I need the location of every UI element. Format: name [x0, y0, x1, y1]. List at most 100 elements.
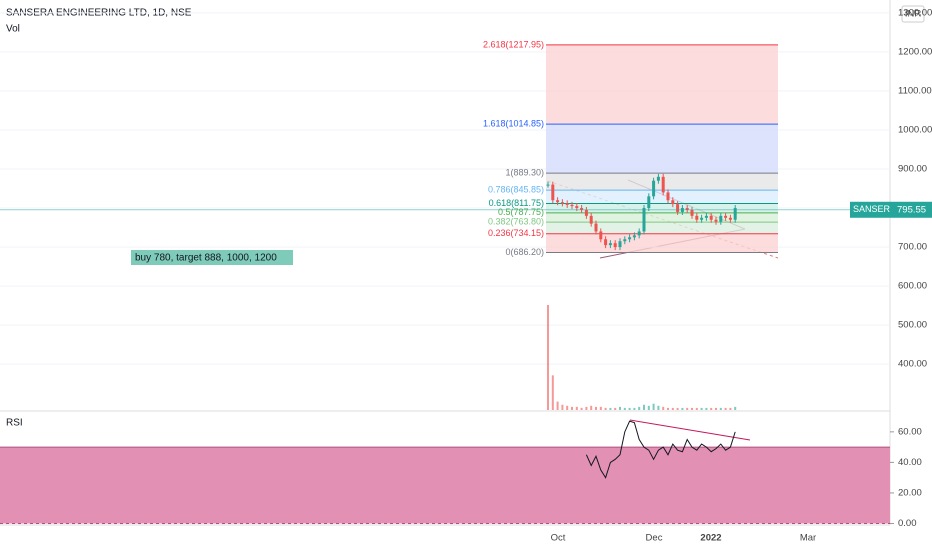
volume-bar	[657, 405, 660, 410]
volume-bar	[667, 407, 669, 410]
candle-body	[599, 231, 603, 240]
rsi-tick-label: 0.00	[898, 518, 917, 529]
volume-bar	[575, 406, 578, 410]
volume-label: Vol	[6, 24, 20, 35]
rsi-trendline	[629, 419, 751, 441]
candle-body	[546, 184, 550, 186]
candle-body	[652, 180, 656, 197]
volume-bar	[604, 407, 607, 410]
candle-body	[623, 239, 627, 242]
volume-bar	[551, 375, 554, 410]
fib-label: 0(686.20)	[505, 247, 544, 257]
y-tick-label: 1000.00	[898, 124, 932, 135]
candle-body	[728, 217, 732, 220]
volume-bar	[566, 405, 569, 410]
fib-zone	[546, 44, 778, 125]
candle-body	[570, 204, 574, 207]
symbol-tag	[850, 201, 890, 218]
candle-body	[685, 208, 689, 210]
candle-body	[613, 243, 617, 248]
annotation-box	[131, 250, 293, 265]
candle-body	[604, 239, 608, 246]
y-tick-label: 600.00	[898, 281, 927, 292]
volume-bar	[681, 407, 684, 410]
rsi-tick-label: 40.00	[898, 457, 922, 468]
rsi-tick-label: 60.00	[898, 426, 922, 437]
currency-box[interactable]	[901, 5, 925, 23]
candle-body	[709, 215, 713, 220]
y-tick-label: 400.00	[898, 359, 927, 370]
volume-bar	[719, 407, 722, 410]
volume-bar	[585, 406, 588, 410]
candle-body	[719, 215, 723, 222]
candle-body	[714, 219, 718, 222]
volume-bar	[662, 406, 665, 410]
candle-body	[560, 202, 564, 204]
fib-label: 0.786(845.85)	[488, 185, 544, 195]
price-tag	[890, 201, 932, 218]
fib-label: 1(889.30)	[505, 168, 544, 178]
y-tick-label: 1300.00	[898, 7, 932, 18]
fib-zone	[546, 233, 778, 253]
candle-body	[551, 184, 555, 201]
candle-body	[584, 209, 588, 216]
candle-body	[733, 208, 737, 220]
volume-bar	[695, 407, 698, 410]
volume-bar	[724, 407, 727, 410]
volume-bar	[638, 406, 641, 410]
volume-bar	[556, 401, 559, 410]
candle-body	[671, 200, 675, 205]
candle-body	[690, 209, 694, 216]
volume-bar	[599, 406, 602, 410]
currency: INR	[905, 9, 922, 20]
fib-label: 2.618(1217.95)	[483, 39, 544, 49]
y-tick-label: 1100.00	[898, 85, 932, 96]
volume-bar	[628, 407, 631, 410]
fib-zone	[546, 124, 778, 174]
candle-body	[647, 196, 651, 209]
volume-bar	[652, 403, 655, 410]
volume-bar	[595, 406, 597, 410]
candle-body	[642, 208, 646, 232]
fib-label: 0.618(811.75)	[489, 198, 544, 208]
volume-bar	[643, 404, 645, 410]
volume-bar	[686, 407, 689, 410]
rsi-band	[0, 447, 890, 524]
candle-body	[589, 215, 593, 224]
volume-bar	[700, 407, 703, 410]
candle-body	[637, 231, 641, 236]
fib-zone	[546, 212, 778, 223]
fib-label: 1.618(1014.85)	[483, 119, 544, 129]
fib-label: 0.236(734.15)	[488, 228, 544, 238]
time-label: 2022	[700, 533, 721, 544]
volume-bar	[710, 407, 713, 410]
last-price-label: 795.55	[897, 204, 926, 215]
candle-body	[628, 237, 632, 240]
y-tick-label: 500.00	[898, 320, 927, 331]
y-tick-label: 900.00	[898, 164, 927, 175]
volume-bar	[691, 407, 693, 410]
volume-bar	[705, 407, 708, 410]
volume-bar	[580, 407, 583, 410]
volume-bar	[715, 407, 717, 410]
candle-body	[565, 203, 569, 205]
fib-label: 0.382(763.80)	[488, 217, 544, 227]
fib-zone	[546, 203, 778, 213]
volume-bar	[571, 406, 573, 410]
candle-body	[724, 215, 728, 218]
volume-bar	[623, 407, 626, 410]
volume-bar	[619, 406, 621, 410]
candle-body	[700, 217, 704, 220]
time-label: Oct	[551, 533, 566, 544]
volume-bar	[647, 405, 650, 410]
rsi-line	[585, 420, 736, 479]
volume-bar	[671, 407, 674, 410]
rsi-label: RSI	[6, 418, 23, 429]
symbol: SANSERA	[853, 204, 896, 214]
volume-bar	[614, 407, 617, 410]
candle-body	[594, 223, 598, 232]
candle-body	[575, 206, 579, 209]
candle-body	[556, 200, 560, 203]
candle-body	[618, 241, 622, 248]
volume-bar	[633, 407, 636, 410]
